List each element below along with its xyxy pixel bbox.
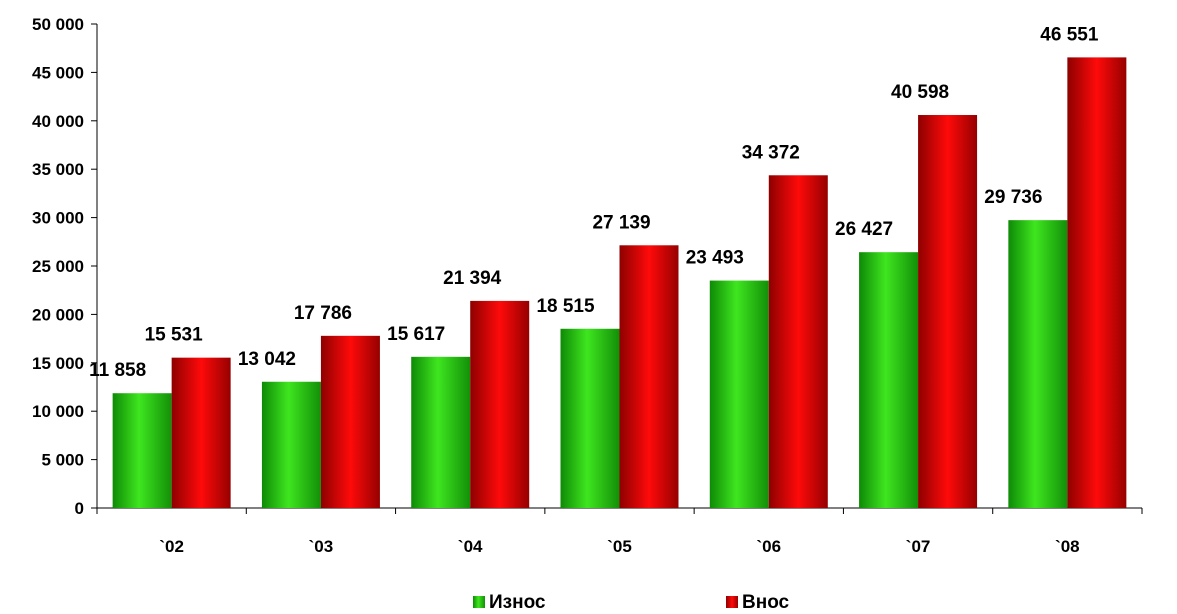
x-tick-label: `02 [159, 537, 184, 556]
data-label: 26 427 [835, 219, 893, 240]
y-tick-label: 5 000 [41, 451, 84, 470]
data-label: 18 515 [536, 296, 595, 317]
bar-export [859, 252, 919, 508]
x-tick-label: `03 [309, 537, 334, 556]
y-tick-label: 30 000 [32, 209, 84, 228]
bar-export [261, 381, 321, 508]
bar-import [171, 357, 231, 508]
data-label: 13 042 [238, 349, 296, 370]
bar-export [560, 328, 620, 508]
y-tick-label: 35 000 [32, 160, 84, 179]
data-labels: 11 858 13 042 15 617 18 515 23 493 26 427 29 7… [89, 24, 1099, 381]
bar-export [1008, 220, 1068, 508]
y-tick-label: 15 000 [32, 354, 84, 373]
x-tick-label: `04 [458, 537, 483, 556]
y-tick-label: 10 000 [32, 402, 84, 421]
y-tick-label: 0 [75, 499, 84, 518]
y-axis: 0 5 000 10 000 15 000 20 000 25 000 30 000 35 0… [32, 15, 98, 518]
x-tick-label: `05 [607, 537, 632, 556]
data-label: 46 551 [1040, 24, 1099, 45]
bars [112, 57, 1127, 509]
data-label: 34 372 [742, 142, 800, 163]
bar-import [918, 115, 978, 509]
data-label: 27 139 [592, 212, 650, 233]
bar-import [768, 175, 828, 508]
data-label: 23 493 [686, 248, 744, 269]
legend-label: Внос [742, 592, 790, 613]
legend-label: Износ [489, 592, 546, 613]
data-label: 40 598 [891, 82, 949, 103]
x-tick-label: `06 [756, 537, 781, 556]
bar-import [619, 245, 679, 508]
y-tick-label: 40 000 [32, 112, 84, 131]
y-tick-label: 20 000 [32, 305, 84, 324]
bar-import [1067, 57, 1127, 508]
data-label: 15 617 [387, 324, 445, 345]
data-label: 21 394 [443, 268, 502, 289]
bar-export [411, 356, 471, 508]
data-label: 15 531 [145, 325, 204, 346]
legend-swatch [473, 596, 485, 608]
data-label: 29 736 [984, 187, 1042, 208]
bar-import [470, 300, 530, 508]
legend-swatch [726, 596, 738, 608]
y-tick-label: 25 000 [32, 257, 84, 276]
data-label: 17 786 [294, 303, 352, 324]
legend: Износ Внос [473, 592, 790, 613]
x-axis: `02 `03 `04 `05 `06 `07 `08 [96, 507, 1143, 556]
y-tick-label: 50 000 [32, 15, 84, 34]
bar-import [320, 335, 380, 508]
x-tick-label: `07 [906, 537, 931, 556]
data-label: 11 858 [89, 360, 146, 381]
x-tick-label: `08 [1055, 537, 1080, 556]
y-tick-label: 45 000 [32, 63, 84, 82]
bar-export [709, 280, 769, 508]
bar-export [112, 393, 172, 508]
